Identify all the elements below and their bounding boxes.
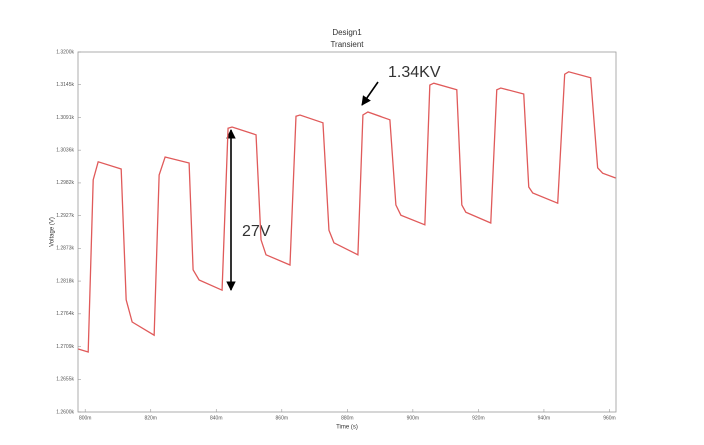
x-tick-label: 960m xyxy=(603,415,616,421)
y-axis-label: Voltage (V) xyxy=(50,217,56,247)
line-series xyxy=(78,71,616,353)
x-tick-label: 880m xyxy=(341,415,354,421)
y-tick-label: 1.2818k xyxy=(56,278,74,284)
x-tick-label: 840m xyxy=(210,415,223,421)
y-tick-label: 1.3145k xyxy=(56,82,74,88)
y-tick-label: 1.2982k xyxy=(56,180,74,186)
x-axis-label: Time (s) xyxy=(336,425,358,431)
x-tick-label: 940m xyxy=(538,415,551,421)
x-tick-label: 800m xyxy=(79,415,92,421)
chart-subtitle: Transient xyxy=(330,40,364,49)
x-tick-label: 900m xyxy=(407,415,420,421)
y-tick-label: 1.3091k xyxy=(56,115,74,121)
x-tick-label: 920m xyxy=(472,415,485,421)
y-tick-label: 1.2709k xyxy=(56,344,74,350)
y-tick-label: 1.2764k xyxy=(56,311,74,317)
x-tick-label: 860m xyxy=(276,415,289,421)
annotation: 27V xyxy=(242,223,271,240)
plot-frame xyxy=(77,51,617,413)
annotation: 1.34KV xyxy=(388,64,441,81)
annotation-arrow xyxy=(361,81,379,106)
x-tick-label: 820m xyxy=(144,415,157,421)
y-tick-label: 1.2600k xyxy=(56,409,74,415)
y-tick-label: 1.2927k xyxy=(56,213,74,219)
y-tick-label: 1.2873k xyxy=(56,246,74,252)
chart-title: Design1 xyxy=(332,28,362,37)
y-tick-label: 1.3200k xyxy=(56,49,74,55)
y-tick-label: 1.2655k xyxy=(56,377,74,383)
y-tick-label: 1.3036k xyxy=(56,147,74,153)
